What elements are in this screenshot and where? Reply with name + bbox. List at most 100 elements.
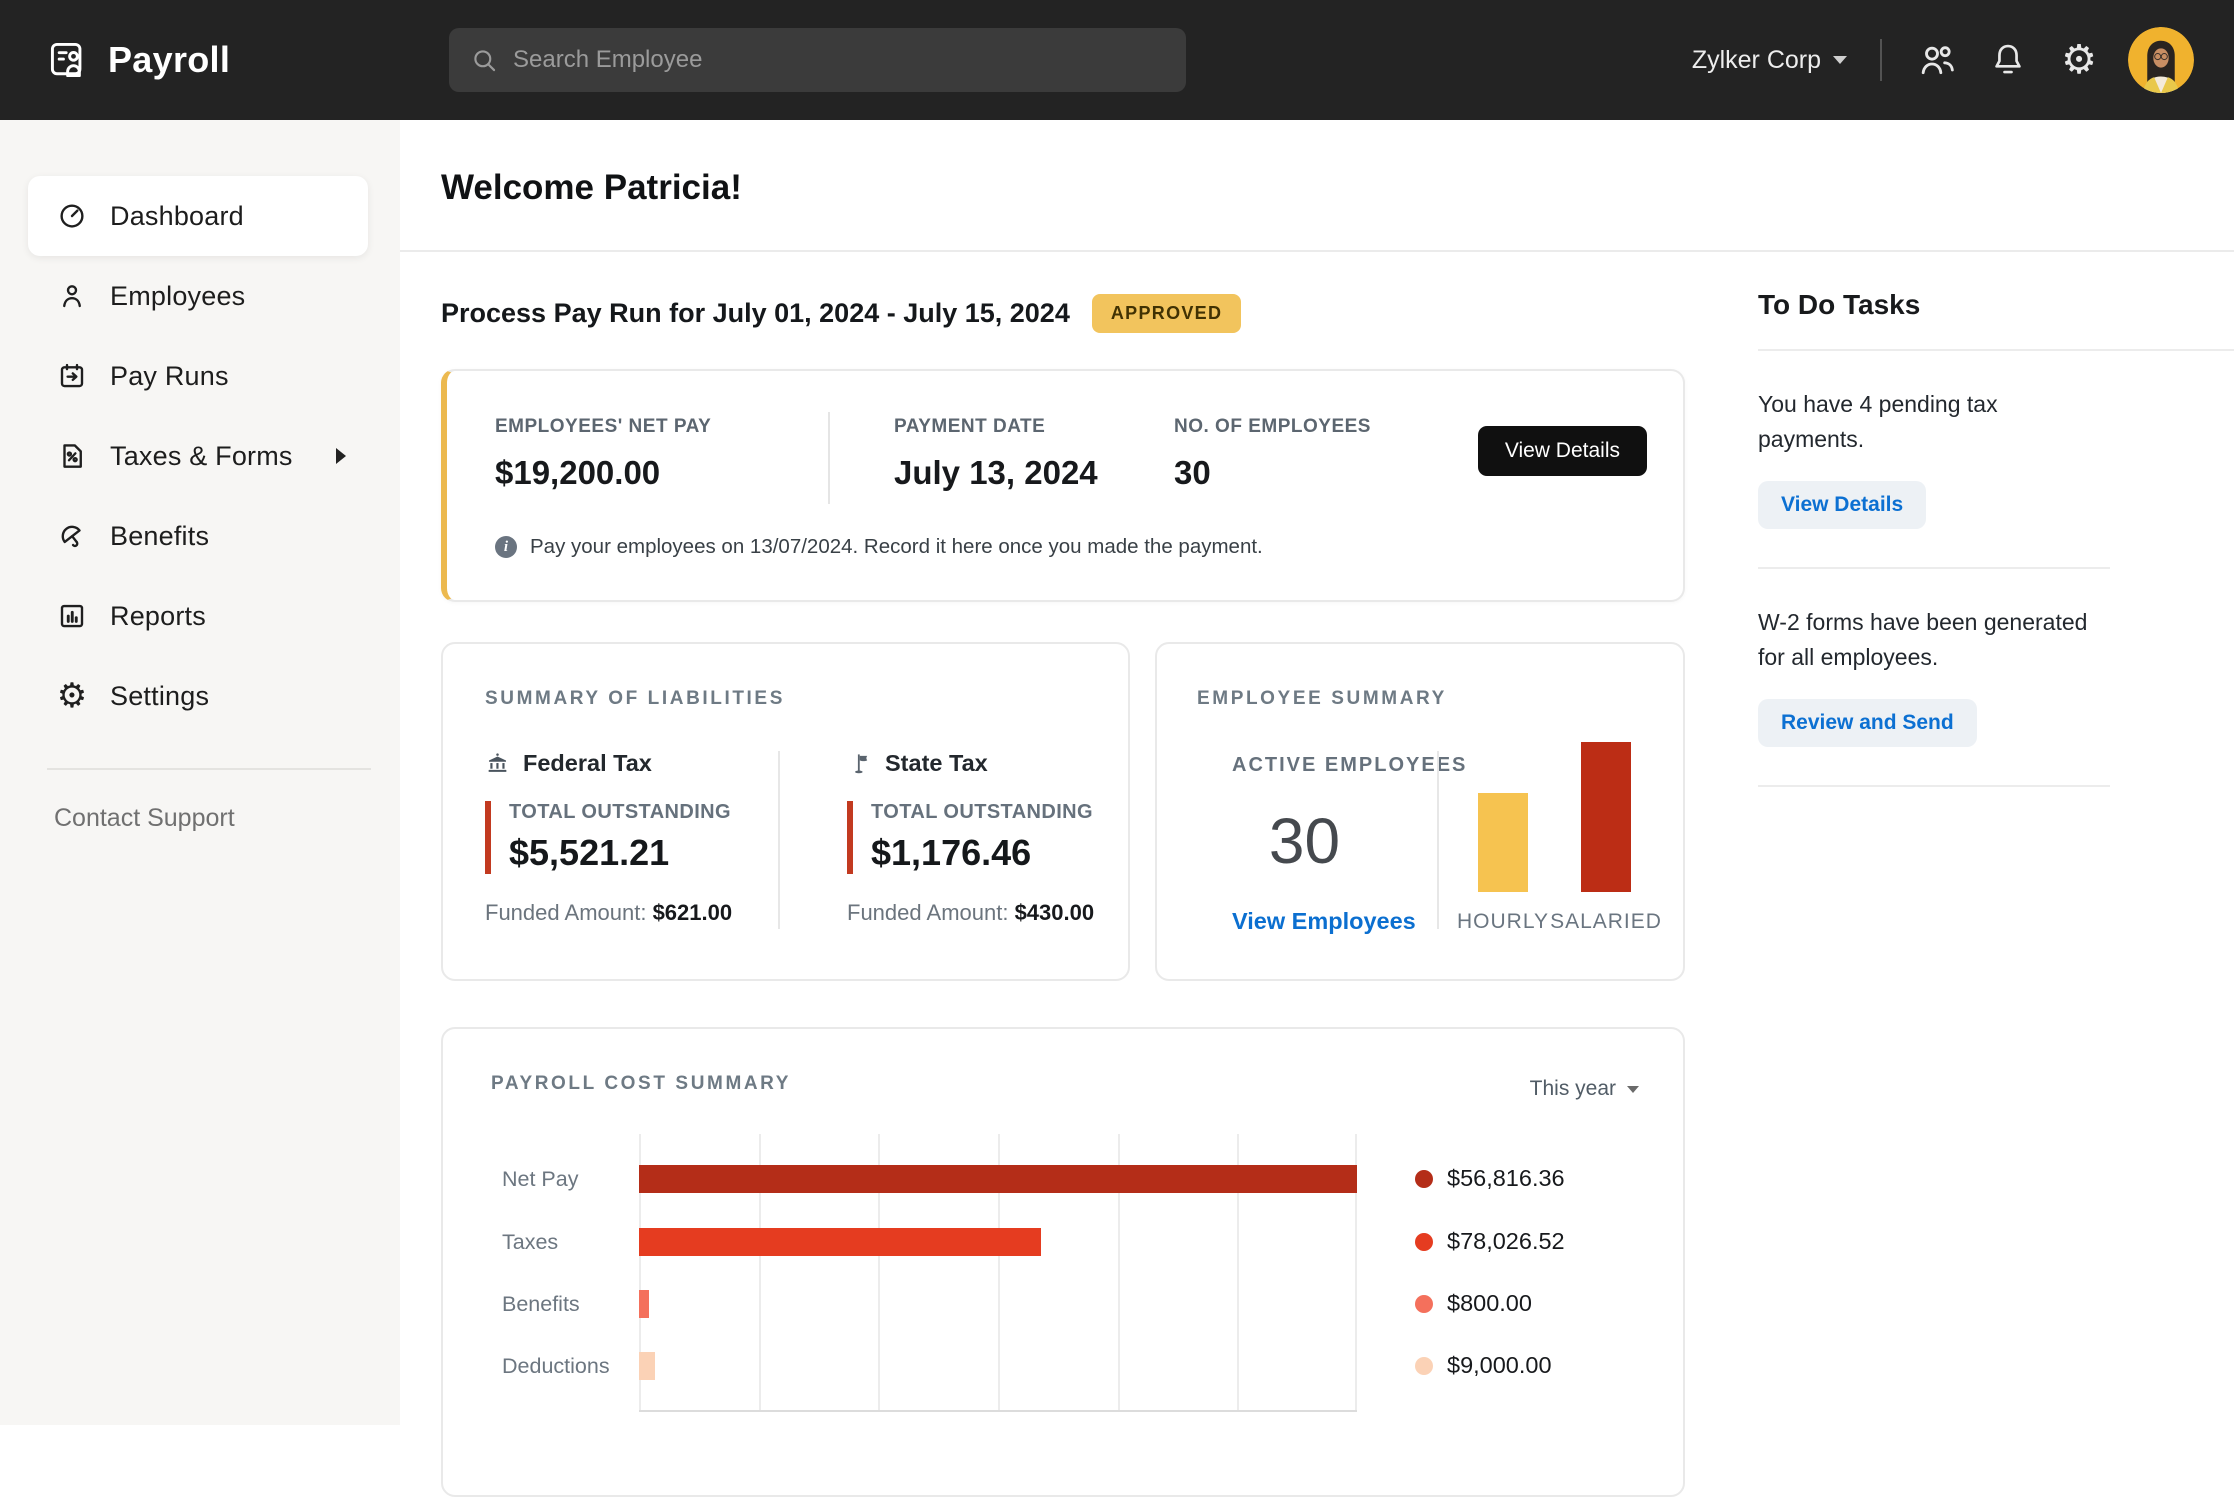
sidebar-item-label: Settings <box>110 680 210 711</box>
legend-value: $78,026.52 <box>1447 1228 1565 1254</box>
gridline <box>1118 1134 1120 1410</box>
view-details-button[interactable]: View Details <box>1477 426 1647 476</box>
page-divider <box>400 250 2234 252</box>
sidebar-item-settings[interactable]: ⚙ Settings <box>28 656 368 736</box>
status-badge: APPROVED <box>1091 294 1242 333</box>
bell-icon[interactable] <box>1986 38 2030 82</box>
sidebar-nav: Dashboard Employees Pay Runs Taxes & Forms B… <box>0 176 400 736</box>
settings-icon: ⚙ <box>56 676 88 716</box>
employee-card-divider <box>1437 751 1439 929</box>
employee-type-chart: HOURLY SALARIED <box>1157 644 1683 979</box>
payrun-stat-employees-net-pay: EMPLOYEES' NET PAY $19,200.00 <box>495 416 828 492</box>
sidebar-item-label: Pay Runs <box>110 360 229 391</box>
task-text: You have 4 pending tax payments. <box>1758 391 1998 452</box>
pay-runs-icon <box>57 361 87 391</box>
chart-bar-net-pay <box>639 1165 1357 1193</box>
period-filter-dropdown[interactable]: This year <box>1530 1077 1639 1101</box>
outstanding-label: TOTAL OUTSTANDING <box>509 801 731 823</box>
bar-label-hourly: HOURLY <box>1457 910 1549 933</box>
sidebar-item-label: Taxes & Forms <box>110 440 293 471</box>
sidebar-item-dashboard[interactable]: Dashboard <box>28 176 368 256</box>
contact-support-link[interactable]: Contact Support <box>54 804 235 832</box>
liability-state-tax: State Tax TOTAL OUTSTANDING $1,176.46 Funde… <box>847 750 1127 926</box>
legend-value: $56,816.36 <box>1447 1165 1565 1191</box>
outstanding-block: TOTAL OUTSTANDING $5,521.21 <box>485 801 765 874</box>
review-and-send-button[interactable]: Review and Send <box>1758 699 1977 747</box>
outstanding-amount: $1,176.46 <box>871 832 1032 873</box>
sidebar-item-pay-runs[interactable]: Pay Runs <box>28 336 368 416</box>
liability-head: State Tax <box>847 750 1127 777</box>
legend-dot <box>1415 1170 1433 1188</box>
payrun-title: Process Pay Run for July 01, 2024 - July… <box>441 298 1070 328</box>
sidebar: Dashboard Employees Pay Runs Taxes & Forms B… <box>0 120 400 1425</box>
page-title: Welcome Patricia! <box>441 168 742 207</box>
chevron-right-icon <box>336 448 346 464</box>
outstanding-block: TOTAL OUTSTANDING $1,176.46 <box>847 801 1127 874</box>
gridline <box>1355 1134 1357 1410</box>
active-employees-label: ACTIVE EMPLOYEES <box>1232 754 1468 776</box>
stat-divider <box>828 412 830 504</box>
legend-dot <box>1415 1295 1433 1313</box>
bank-icon <box>485 751 510 776</box>
liabilities-title: SUMMARY OF LIABILITIES <box>485 688 785 709</box>
chart-category-label: Deductions <box>502 1354 610 1378</box>
view-details-button[interactable]: View Details <box>1758 481 1927 529</box>
org-switcher[interactable]: Zylker Corp <box>1692 46 1847 75</box>
taxes-forms-icon <box>57 441 87 471</box>
payrun-stat-payment-date: PAYMENT DATE July 13, 2024 <box>830 416 1174 492</box>
sidebar-item-taxes-forms[interactable]: Taxes & Forms <box>28 416 368 496</box>
chart-bar-taxes <box>639 1228 1041 1256</box>
app-title: Payroll <box>108 39 231 80</box>
chart-gridlines <box>639 1134 1357 1412</box>
top-header: Payroll Search Employee Zylker Corp <box>0 0 2234 120</box>
app-logo: Payroll <box>46 38 230 82</box>
payrun-stat-no-of-employees: NO. OF EMPLOYEES 30 <box>1174 416 1434 492</box>
sidebar-item-reports[interactable]: Reports <box>28 576 368 656</box>
payrun-header: Process Pay Run for July 01, 2024 - July… <box>441 294 2234 333</box>
gridline <box>639 1134 641 1410</box>
bar-hourly <box>1478 793 1528 892</box>
liability-divider <box>778 751 780 929</box>
todo-panel: To Do Tasks You have 4 pending tax payme… <box>1758 253 2234 787</box>
legend-value: $9,000.00 <box>1447 1352 1552 1378</box>
task-text: W-2 forms have been generated for all em… <box>1758 609 2088 670</box>
sidebar-item-label: Benefits <box>110 520 210 551</box>
gear-icon[interactable]: ⚙ <box>2061 37 2097 83</box>
bar-salaried <box>1581 742 1631 892</box>
dashboard-icon <box>57 201 87 231</box>
payrun-card: EMPLOYEES' NET PAY $19,200.00 PAYMENT DATE… <box>441 369 1685 602</box>
header-actions: Zylker Corp ⚙ <box>1692 27 2194 93</box>
sidebar-item-benefits[interactable]: Benefits <box>28 496 368 576</box>
sidebar-item-employees[interactable]: Employees <box>28 256 368 336</box>
search-placeholder: Search Employee <box>513 46 703 73</box>
chart-category-label: Taxes <box>502 1230 559 1254</box>
gridline <box>878 1134 880 1410</box>
payroll-logo-icon <box>46 38 90 82</box>
employee-summary-title: EMPLOYEE SUMMARY <box>1197 688 1447 709</box>
employees-icon <box>57 281 87 311</box>
search-input[interactable]: Search Employee <box>449 28 1186 92</box>
payrun-stats: EMPLOYEES' NET PAY $19,200.00 PAYMENT DATE… <box>495 412 1434 504</box>
todo-title: To Do Tasks <box>1758 289 1921 320</box>
payroll-cost-chart: Net Pay $56,816.36 Taxes $78,026.52 Benefits… <box>443 1029 1683 1495</box>
view-employees-link[interactable]: View Employees <box>1232 908 1416 934</box>
task-item: W-2 forms have been generated for all em… <box>1758 605 2110 747</box>
todo-divider <box>1758 349 2234 351</box>
liability-name: State Tax <box>885 750 988 776</box>
stat-label: PAYMENT DATE <box>894 416 1046 437</box>
payroll-cost-title: PAYROLL COST SUMMARY <box>491 1073 792 1094</box>
task-list: You have 4 pending tax payments. View Det… <box>1758 387 2234 787</box>
user-avatar[interactable] <box>2128 27 2194 93</box>
info-icon: i <box>495 536 517 558</box>
flag-icon <box>847 751 872 776</box>
org-name: Zylker Corp <box>1691 45 1821 74</box>
employee-summary-card: EMPLOYEE SUMMARY ACTIVE EMPLOYEES 30 Vie… <box>1155 642 1685 981</box>
active-employees-count: 30 <box>1268 805 1341 877</box>
payroll-cost-card: PAYROLL COST SUMMARY This year Net Pay $5… <box>441 1027 1685 1497</box>
chart-bar-benefits <box>639 1290 649 1318</box>
main-content: Welcome Patricia! Process Pay Run for Ju… <box>400 120 2234 1497</box>
sidebar-item-label: Dashboard <box>110 200 244 231</box>
users-icon[interactable] <box>1915 38 1959 82</box>
stat-value: July 13, 2024 <box>894 454 1098 491</box>
payrun-note: i Pay your employees on 13/07/2024. Reco… <box>495 535 1263 559</box>
